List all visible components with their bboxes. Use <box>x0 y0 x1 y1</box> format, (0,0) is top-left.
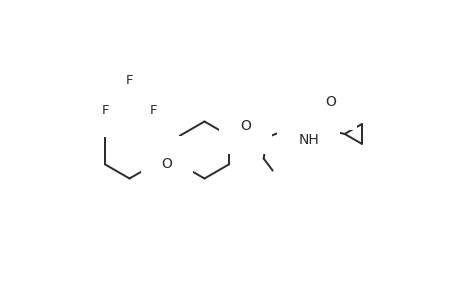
Text: F: F <box>102 104 110 117</box>
Text: O: O <box>161 157 172 171</box>
Text: O: O <box>325 95 336 110</box>
Text: F: F <box>149 104 157 117</box>
Text: NH: NH <box>297 133 319 147</box>
Text: O: O <box>240 119 251 133</box>
Text: F: F <box>125 74 133 87</box>
